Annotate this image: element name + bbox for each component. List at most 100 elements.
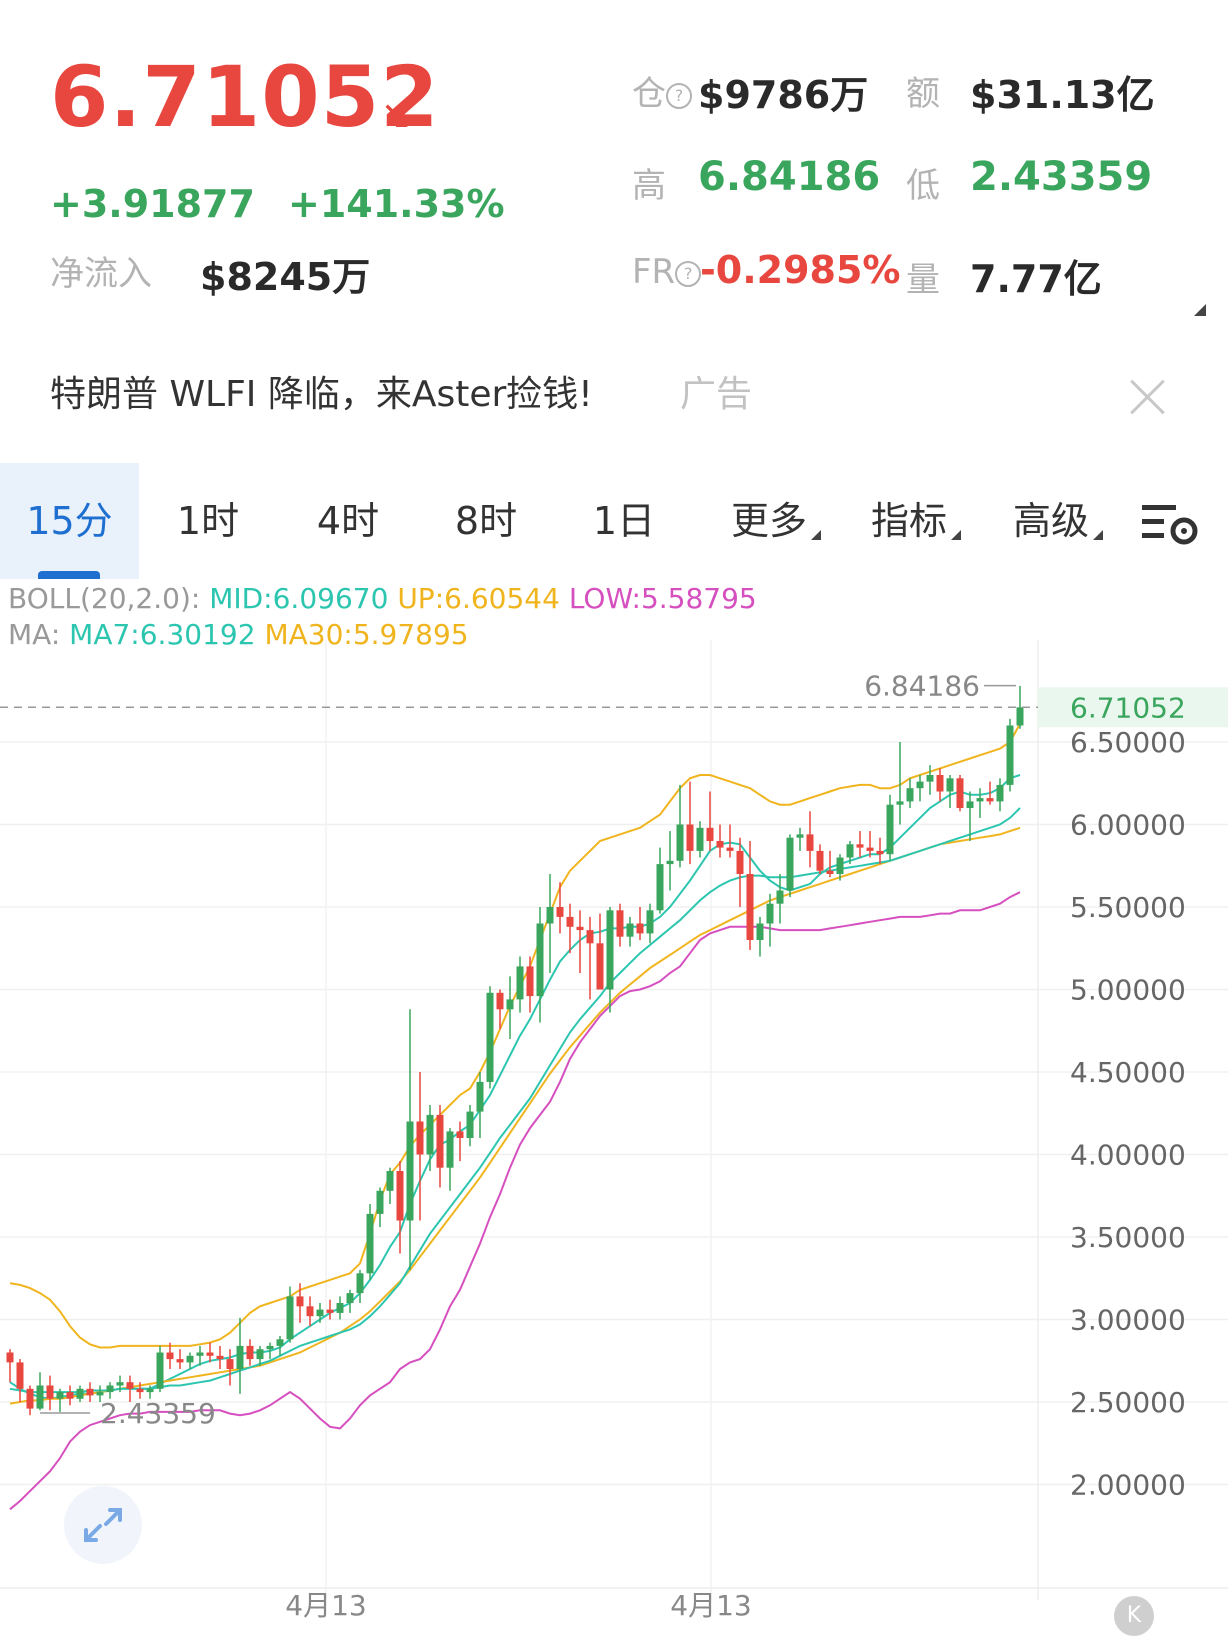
candle (906, 778, 914, 808)
candle (316, 1303, 324, 1323)
tab-8h[interactable]: 8时 (454, 499, 518, 543)
candle (6, 1349, 14, 1383)
candle-body (146, 1388, 154, 1393)
candle-body (156, 1352, 164, 1389)
candle (826, 850, 834, 878)
candle-body (806, 834, 814, 851)
boll-legend: BOLL(20,2.0): MID:6.09670 UP:6.60544 LOW… (8, 582, 757, 615)
candle (386, 1167, 394, 1204)
series-boll-low-line (9, 891, 1021, 1511)
candle-body (756, 923, 764, 940)
net-inflow-label: 净流入 (50, 254, 152, 294)
candle-body (616, 910, 624, 937)
candle (216, 1345, 224, 1369)
candle (356, 1270, 364, 1303)
candle (916, 775, 924, 802)
k-line-icon[interactable]: K (1114, 1596, 1154, 1636)
close-icon[interactable] (1128, 378, 1166, 416)
indicator-lines (9, 723, 1021, 1511)
candle-body (76, 1388, 84, 1399)
candle-body (816, 850, 824, 871)
open-interest-label[interactable]: 仓? (632, 66, 692, 115)
tab-indicators[interactable]: 指标 (856, 463, 976, 579)
candle-body (566, 916, 574, 927)
candle (676, 784, 684, 868)
help-icon[interactable]: ? (675, 260, 702, 287)
candle (476, 1072, 484, 1138)
funding-rate-value: -0.2985% (700, 248, 901, 292)
candle-body (956, 778, 964, 808)
candle-body (576, 926, 584, 931)
candle-body (426, 1114, 434, 1155)
candle (776, 874, 784, 924)
candle (866, 831, 874, 858)
candle-body (406, 1121, 414, 1221)
chart-settings-icon[interactable] (1140, 499, 1202, 549)
candle (846, 841, 854, 865)
candle (406, 1009, 414, 1270)
candle (616, 903, 624, 947)
candle-body (866, 847, 874, 851)
candle (196, 1345, 204, 1366)
tab-15m[interactable]: 15分 (0, 463, 139, 579)
y-tick-label: 5.00000 (1070, 974, 1186, 1007)
candle-body (996, 784, 1004, 802)
candle (1006, 718, 1014, 792)
tab-advanced[interactable]: 高级 (998, 463, 1118, 579)
ad-banner-text[interactable]: 特朗普 WLFI 降临，来Aster捡钱! (50, 374, 593, 415)
expand-corner-icon[interactable] (1194, 304, 1206, 316)
net-inflow-value: $8245万 (200, 255, 371, 299)
candle (136, 1382, 144, 1399)
ad-tag: 广告 (680, 374, 753, 415)
candle (306, 1296, 314, 1327)
fullscreen-expand-icon[interactable] (64, 1486, 142, 1564)
candle-body (946, 778, 954, 792)
help-icon[interactable]: ? (666, 82, 692, 109)
candle (816, 844, 824, 874)
low-marker-label: 2.43359 (100, 1397, 216, 1430)
candle (786, 834, 794, 898)
candle-body (326, 1309, 334, 1313)
candle-body (746, 874, 754, 940)
candle (976, 788, 984, 818)
candle (636, 907, 644, 940)
funding-rate-label[interactable]: FR? (632, 252, 702, 292)
candle (186, 1352, 194, 1369)
candle-body (516, 966, 524, 1000)
candle-body (766, 903, 774, 924)
candle (426, 1105, 434, 1171)
candle (256, 1345, 264, 1366)
candle-body (456, 1131, 464, 1138)
candle (726, 824, 734, 858)
y-tick-label: 5.50000 (1070, 891, 1186, 924)
candle (966, 791, 974, 841)
candle (86, 1382, 94, 1402)
candle (716, 824, 724, 858)
candle-body (366, 1213, 374, 1274)
candle (646, 903, 654, 944)
candle-body (316, 1309, 324, 1317)
y-tick-label: 4.50000 (1070, 1056, 1186, 1089)
candle-body (906, 788, 914, 802)
candle (656, 847, 664, 914)
change-absolute: +3.91877 (50, 182, 255, 226)
candle (286, 1286, 294, 1343)
candle-body (876, 850, 884, 855)
candle (206, 1342, 214, 1363)
tab-more[interactable]: 更多 (716, 463, 836, 579)
tab-1h[interactable]: 1时 (176, 499, 240, 543)
candle-body (736, 850, 744, 874)
candlestick-chart[interactable]: 6.50000 6.00000 5.50000 5.00000 4.50000 4.000… (0, 640, 1228, 1619)
candle (56, 1388, 64, 1412)
boll-mid: MID:6.09670 (209, 582, 389, 615)
candle (566, 903, 574, 954)
candle-body (706, 827, 714, 841)
candle-body (556, 907, 564, 917)
candle (246, 1339, 254, 1366)
tab-1d[interactable]: 1日 (592, 499, 656, 543)
candle-body (836, 857, 844, 874)
candle (596, 913, 604, 990)
tab-4h[interactable]: 4时 (316, 499, 380, 543)
volume-label: 量 (906, 260, 940, 300)
candle-body (886, 804, 894, 855)
